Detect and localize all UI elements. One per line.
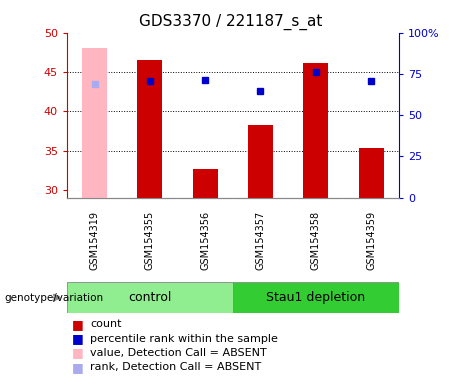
Bar xyxy=(82,48,107,198)
Text: Stau1 depletion: Stau1 depletion xyxy=(266,291,366,304)
Bar xyxy=(137,60,162,198)
Text: count: count xyxy=(90,319,121,329)
Bar xyxy=(303,63,328,198)
Text: GSM154359: GSM154359 xyxy=(366,210,376,270)
Text: GSM154319: GSM154319 xyxy=(89,210,100,270)
Text: rank, Detection Call = ABSENT: rank, Detection Call = ABSENT xyxy=(90,362,261,372)
Text: ■: ■ xyxy=(71,318,83,331)
Text: GSM154355: GSM154355 xyxy=(145,210,155,270)
Text: GSM154356: GSM154356 xyxy=(200,210,210,270)
Bar xyxy=(359,148,384,198)
Bar xyxy=(193,169,218,198)
Text: control: control xyxy=(128,291,171,304)
Bar xyxy=(67,282,233,313)
Bar xyxy=(233,282,399,313)
Text: GDS3370 / 221187_s_at: GDS3370 / 221187_s_at xyxy=(139,13,322,30)
Text: percentile rank within the sample: percentile rank within the sample xyxy=(90,334,278,344)
Text: genotype/variation: genotype/variation xyxy=(5,293,104,303)
Text: GSM154358: GSM154358 xyxy=(311,210,321,270)
Text: ■: ■ xyxy=(71,332,83,345)
Text: ■: ■ xyxy=(71,361,83,374)
Text: ■: ■ xyxy=(71,346,83,359)
Text: value, Detection Call = ABSENT: value, Detection Call = ABSENT xyxy=(90,348,266,358)
Text: GSM154357: GSM154357 xyxy=(255,210,266,270)
Bar xyxy=(248,126,273,198)
